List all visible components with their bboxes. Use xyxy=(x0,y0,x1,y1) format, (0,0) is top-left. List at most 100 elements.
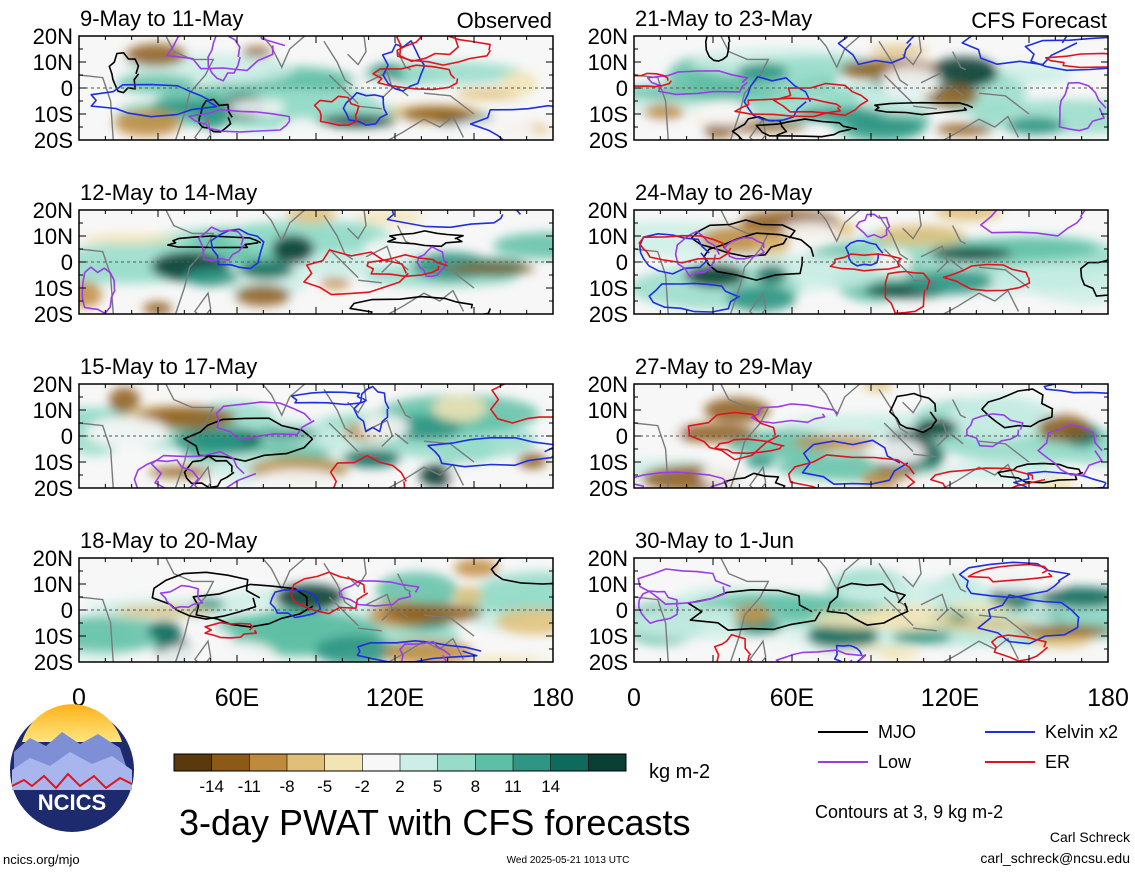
pwat-anomaly-negative xyxy=(874,224,966,247)
pwat-anomaly-negative xyxy=(1040,475,1075,488)
kelvin-contour xyxy=(837,36,916,66)
er-contour xyxy=(303,249,409,296)
er-contour xyxy=(787,454,915,488)
kelvin-contour xyxy=(386,210,521,229)
y-tick-label: 0 xyxy=(616,250,628,275)
pwat-anomaly-negative xyxy=(383,603,483,623)
legend-entry-er: ER xyxy=(985,752,1070,772)
y-tick-label: 0 xyxy=(616,598,628,623)
pwat-anomaly-strong-positive xyxy=(847,117,925,138)
panel-title: 9-May to 11-May xyxy=(80,6,243,31)
pwat-anomaly-negative xyxy=(862,384,893,392)
pwat-anomaly-strong-positive xyxy=(685,263,746,288)
colorbar-units: kg m-2 xyxy=(649,761,710,783)
kelvin-contour xyxy=(743,75,812,122)
panel-source-label: Observed xyxy=(457,8,552,33)
pwat-anomaly-strong-positive xyxy=(929,247,1013,262)
y-tick-label: 0 xyxy=(616,424,628,449)
panel-title: 30-May to 1-Jun xyxy=(635,528,794,553)
pwat-anomaly-positive xyxy=(493,232,553,259)
coastline-africa xyxy=(165,558,215,662)
pwat-anomaly-negative xyxy=(432,395,487,422)
er-contour xyxy=(396,36,459,63)
coastline-madagascar xyxy=(193,291,212,314)
coastline-australia xyxy=(942,440,1030,488)
mjo-contour xyxy=(723,472,786,488)
low-contour xyxy=(646,70,749,96)
coastline-india xyxy=(816,384,861,417)
pwat-anomaly-positive xyxy=(971,99,1108,135)
y-tick-label: 10N xyxy=(33,572,73,597)
coastline-indochina xyxy=(878,384,922,434)
coastline-west-africa xyxy=(79,74,114,140)
kelvin-contour xyxy=(469,104,553,140)
coastline-indochina xyxy=(323,210,367,260)
y-tick-label: 20S xyxy=(589,302,628,327)
mjo-contour xyxy=(755,118,858,138)
mjo-contour xyxy=(151,571,261,620)
y-tick-label: 20S xyxy=(34,302,73,327)
pwat-anomaly-negative xyxy=(81,233,179,244)
pwat-anomaly-negative xyxy=(703,122,734,139)
mjo-contour xyxy=(687,589,821,631)
coastline-india xyxy=(261,384,306,417)
er-contour xyxy=(1045,52,1108,69)
pwat-anomaly-strong-positive xyxy=(1006,117,1064,135)
y-tick-label: 20S xyxy=(34,128,73,153)
kelvin-contour xyxy=(342,91,388,126)
y-tick-label: 10S xyxy=(34,624,73,649)
coastline-indochina xyxy=(323,384,367,434)
pwat-anomaly-negative xyxy=(241,46,272,58)
y-tick-label: 10S xyxy=(589,450,628,475)
y-tick-label: 10N xyxy=(33,224,73,249)
colorbar-swatch xyxy=(249,754,288,771)
low-contour xyxy=(215,401,315,441)
y-tick-label: 20S xyxy=(589,650,628,675)
coastline-madagascar xyxy=(748,117,767,140)
y-tick-label: 0 xyxy=(61,250,73,275)
panel-source-label: CFS Forecast xyxy=(971,8,1107,33)
y-tick-label: 10N xyxy=(588,224,628,249)
coastline-maritime-continent xyxy=(883,51,967,110)
pwat-anomaly-negative xyxy=(500,71,539,97)
pwat-anomaly-strong-positive xyxy=(1038,586,1108,608)
x-tick-label: 120E xyxy=(366,684,424,712)
pwat-anomaly-negative xyxy=(453,586,483,606)
x-tick-label: 0 xyxy=(627,684,641,712)
low-contour xyxy=(188,108,291,133)
er-contour xyxy=(734,97,842,118)
mjo-contour xyxy=(826,582,909,626)
pwat-anomaly-positive xyxy=(79,615,169,653)
coastline-maritime-continent xyxy=(883,573,967,632)
er-contour xyxy=(638,234,732,264)
colorbar-tick-label: -2 xyxy=(355,777,370,796)
er-contour xyxy=(290,571,369,615)
colorbar-swatch xyxy=(513,754,552,771)
y-tick-label: 0 xyxy=(61,424,73,449)
coastline-maritime-continent xyxy=(328,51,412,110)
y-tick-label: 0 xyxy=(61,598,73,623)
coastline-madagascar xyxy=(748,291,767,314)
y-tick-label: 0 xyxy=(616,76,628,101)
low-contour xyxy=(723,236,765,260)
kelvin-contour xyxy=(269,589,321,619)
contour-note: Contours at 3, 9 kg m-2 xyxy=(815,802,1003,822)
ncics-logo: NCICS xyxy=(10,704,134,832)
pwat-anomaly-strong-positive xyxy=(173,427,247,454)
pwat-anomaly-negative xyxy=(446,263,536,274)
y-tick-label: 20N xyxy=(588,24,628,49)
mjo-contour xyxy=(192,583,314,628)
low-contour xyxy=(197,226,245,262)
x-tick-label: 180 xyxy=(1087,684,1129,712)
y-tick-label: 20N xyxy=(588,546,628,571)
colorbar-swatch xyxy=(324,754,363,771)
coastline-maritime-continent xyxy=(328,399,412,458)
pwat-anomaly-positive xyxy=(115,74,196,94)
kelvin-contour xyxy=(648,282,741,313)
coastline-australia xyxy=(942,266,1030,314)
